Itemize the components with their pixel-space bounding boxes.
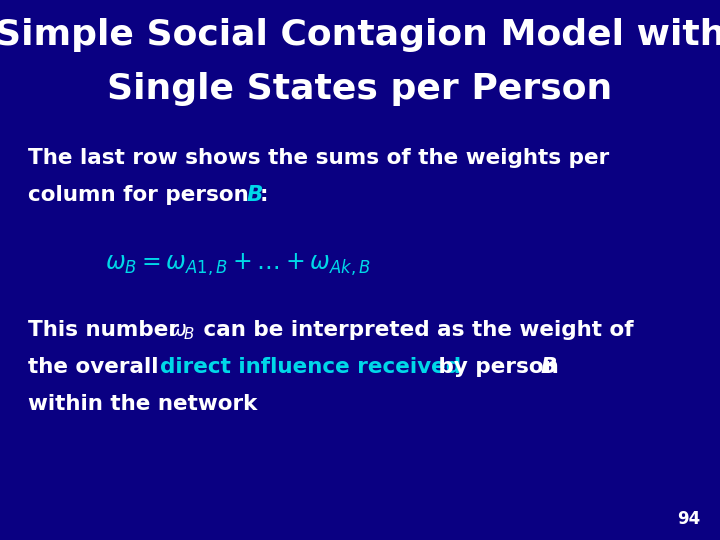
Text: B: B [247,185,264,205]
Text: Single States per Person: Single States per Person [107,72,613,106]
Text: :: : [260,185,269,205]
Text: within the network: within the network [28,394,257,414]
Text: can be interpreted as the weight of: can be interpreted as the weight of [196,320,634,340]
Text: The last row shows the sums of the weights per: The last row shows the sums of the weigh… [28,148,609,168]
Text: Simple Social Contagion Model with: Simple Social Contagion Model with [0,18,720,52]
Text: $\omega_B = \omega_{A1,B} + \ldots + \omega_{Ak,B}$: $\omega_B = \omega_{A1,B} + \ldots + \om… [105,252,371,278]
Text: the overall: the overall [28,357,166,377]
Text: B: B [541,357,557,377]
Text: by person: by person [431,357,566,377]
Text: $\omega_{\!B}$: $\omega_{\!B}$ [168,322,195,342]
Text: 94: 94 [677,510,700,528]
Text: direct influence received: direct influence received [160,357,461,377]
Text: column for person: column for person [28,185,256,205]
Text: This number: This number [28,320,186,340]
